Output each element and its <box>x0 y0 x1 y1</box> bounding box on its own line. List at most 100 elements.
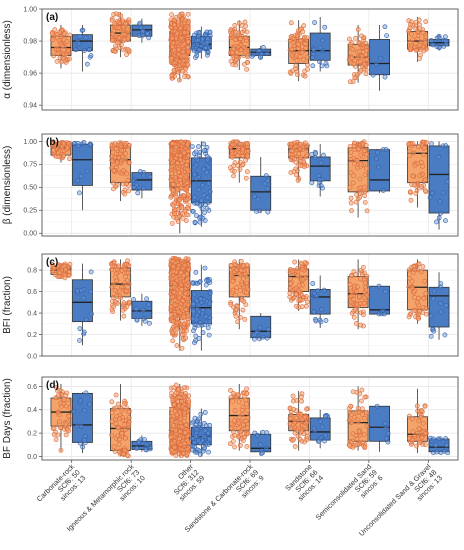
data-point <box>185 192 191 198</box>
data-point <box>233 313 239 319</box>
data-point <box>205 157 210 163</box>
data-point <box>293 143 299 149</box>
data-point <box>197 279 203 285</box>
data-point <box>147 320 152 326</box>
y-axis-label: α (dimensionless) <box>2 20 13 99</box>
data-point <box>363 287 369 293</box>
data-point <box>227 441 233 447</box>
data-point <box>298 412 304 417</box>
y-tick-label: 0.4 <box>27 407 37 414</box>
data-point <box>169 221 175 226</box>
data-point <box>202 445 208 451</box>
data-point <box>120 24 126 29</box>
data-point <box>418 414 424 420</box>
data-point <box>237 287 243 293</box>
data-point <box>112 155 118 160</box>
data-point <box>303 45 309 51</box>
data-point <box>242 19 248 25</box>
data-point <box>257 54 263 60</box>
data-point <box>302 423 307 429</box>
panel-c: 0.0 0.2 0.4 0.6 0.8 BFI (fraction) (c) <box>2 253 459 360</box>
data-point <box>230 142 235 147</box>
data-point <box>251 336 257 342</box>
data-point <box>347 185 353 190</box>
data-point <box>242 316 248 322</box>
data-point <box>125 258 131 264</box>
data-point <box>296 282 302 288</box>
data-point <box>359 398 364 404</box>
data-point <box>362 193 368 199</box>
data-point <box>355 196 361 202</box>
data-point <box>237 167 243 172</box>
data-point <box>298 142 304 147</box>
data-point <box>171 264 176 270</box>
data-point <box>182 409 188 415</box>
data-point <box>312 155 318 161</box>
data-point <box>411 182 417 188</box>
data-point <box>304 152 310 158</box>
data-point <box>420 420 426 426</box>
data-point <box>434 219 439 225</box>
data-point <box>115 40 121 46</box>
data-point <box>299 50 305 56</box>
data-point <box>414 403 420 409</box>
data-point <box>293 63 299 69</box>
data-point <box>240 162 246 167</box>
data-point <box>78 173 84 179</box>
data-point <box>72 140 78 146</box>
data-point <box>320 185 325 191</box>
data-point <box>228 58 234 64</box>
data-point <box>377 55 383 61</box>
data-point <box>120 18 126 24</box>
data-point <box>304 419 310 425</box>
data-point <box>350 180 356 186</box>
data-point <box>234 50 240 55</box>
data-point <box>311 47 317 53</box>
data-point <box>51 147 56 153</box>
data-point <box>81 139 87 145</box>
data-point <box>423 177 428 183</box>
data-point <box>146 302 152 308</box>
data-point <box>362 61 368 67</box>
data-point <box>181 450 186 456</box>
data-point <box>430 42 436 48</box>
data-point <box>348 299 354 305</box>
data-point <box>412 295 418 300</box>
data-point <box>185 26 191 32</box>
data-point <box>185 450 190 456</box>
data-point <box>171 158 176 164</box>
data-point <box>298 260 304 266</box>
data-point <box>415 33 421 39</box>
data-point <box>140 28 146 34</box>
data-point <box>288 20 294 26</box>
data-point <box>229 272 234 278</box>
data-point <box>241 430 247 436</box>
data-point <box>422 403 428 409</box>
data-point <box>174 343 180 348</box>
data-point <box>361 312 366 318</box>
data-point <box>51 425 57 431</box>
data-point <box>202 148 207 153</box>
data-point <box>303 303 309 309</box>
data-point <box>146 35 152 41</box>
data-point <box>200 434 206 440</box>
data-point <box>175 308 181 314</box>
data-point <box>115 401 121 407</box>
data-point <box>116 441 122 447</box>
data-point <box>412 25 418 31</box>
data-point <box>374 156 379 162</box>
data-point <box>318 419 323 425</box>
data-point <box>228 394 234 400</box>
data-point <box>260 45 266 50</box>
data-point <box>302 140 308 146</box>
data-point <box>240 404 246 410</box>
data-point <box>114 182 120 188</box>
data-point <box>238 259 244 264</box>
data-point <box>322 432 328 438</box>
data-point <box>123 288 129 294</box>
data-point <box>113 405 118 411</box>
data-point <box>415 408 421 414</box>
data-point <box>436 35 442 41</box>
panel-border <box>41 8 459 111</box>
data-point <box>118 13 124 19</box>
